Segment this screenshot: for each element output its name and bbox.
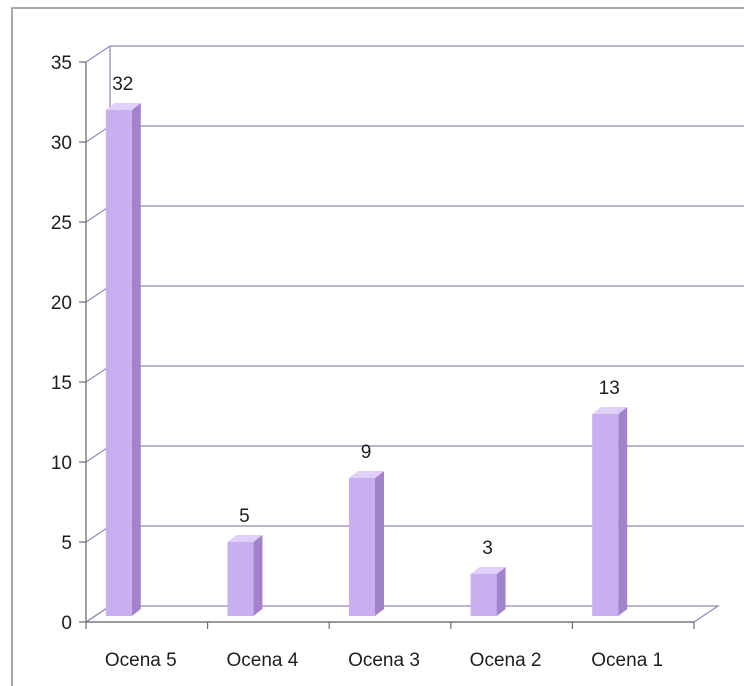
y-axis-tick-labels: 0 5 10 15 20 25 30 35 — [51, 53, 72, 634]
data-label-ocena-3: 9 — [361, 442, 372, 463]
x-category-label-ocena-5: Ocena 5 — [105, 650, 177, 671]
y-tick-label-0: 0 — [61, 613, 72, 634]
data-label-ocena-2: 3 — [482, 538, 493, 559]
bar-ocena-4 — [227, 542, 254, 616]
y-tick-label-10: 10 — [51, 453, 72, 474]
chart-border — [11, 7, 744, 686]
x-category-label-ocena-2: Ocena 2 — [470, 650, 542, 671]
bar-ocena-1 — [592, 414, 619, 616]
bar-top-ocena-4 — [227, 535, 263, 542]
bar-ocena-5 — [105, 110, 132, 616]
bar-side-ocena-1 — [618, 407, 628, 616]
data-label-ocena-5: 32 — [112, 74, 133, 95]
data-label-ocena-1: 13 — [599, 378, 620, 399]
bar-top-ocena-2 — [470, 567, 506, 574]
x-category-label-ocena-1: Ocena 1 — [591, 650, 663, 671]
bar-ocena-3 — [349, 478, 375, 616]
gridlines — [84, 45, 744, 623]
bar-side-ocena-5 — [131, 103, 141, 616]
bar-side-ocena-2 — [496, 567, 506, 616]
axes — [79, 61, 695, 629]
bar-top-ocena-5 — [105, 103, 141, 110]
y-tick-label-25: 25 — [51, 213, 72, 234]
bars — [105, 103, 628, 616]
y-tick-label-20: 20 — [51, 293, 72, 314]
bar-top-ocena-3 — [349, 471, 384, 478]
x-category-label-ocena-4: Ocena 4 — [226, 650, 298, 671]
y-tick-label-15: 15 — [51, 373, 72, 394]
x-category-label-ocena-3: Ocena 3 — [348, 650, 420, 671]
y-tick-label-35: 35 — [51, 53, 72, 74]
gridline-connector-35 — [85, 45, 111, 63]
data-labels: 32 5 9 3 13 — [112, 74, 620, 559]
bar-side-ocena-4 — [253, 535, 263, 616]
data-label-ocena-4: 5 — [239, 506, 250, 527]
chart-frame — [11, 7, 744, 686]
y-tick-label-30: 30 — [51, 133, 72, 154]
bar-side-ocena-3 — [375, 471, 384, 616]
bar-top-ocena-1 — [592, 407, 628, 414]
bar-ocena-2 — [470, 574, 497, 616]
y-tick-label-5: 5 — [61, 533, 72, 554]
x-axis-category-labels: Ocena 5 Ocena 4 Ocena 3 Ocena 2 Ocena 1 — [105, 650, 663, 671]
